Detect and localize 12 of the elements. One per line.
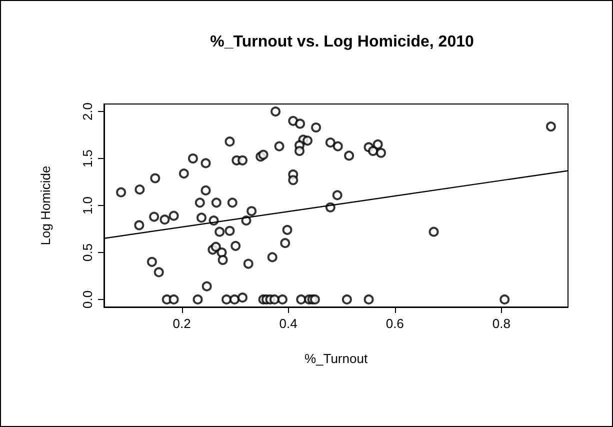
x-axis-title: %_Turnout — [304, 351, 368, 366]
y-tick-label: 0.5 — [80, 243, 95, 262]
y-tick-label: 1.0 — [80, 196, 95, 215]
y-tick-label: 2.0 — [80, 102, 95, 121]
x-tick-label: 0.8 — [492, 316, 510, 331]
x-tick-label: 0.6 — [386, 316, 404, 331]
x-tick-label: 0.4 — [279, 316, 298, 331]
y-axis-title: Log Homicide — [38, 166, 53, 246]
y-tick-label: 0.0 — [80, 290, 95, 309]
chart-title: %_Turnout vs. Log Homicide, 2010 — [210, 34, 474, 50]
x-tick-label: 0.2 — [172, 316, 191, 331]
y-tick-label: 1.5 — [80, 149, 95, 168]
